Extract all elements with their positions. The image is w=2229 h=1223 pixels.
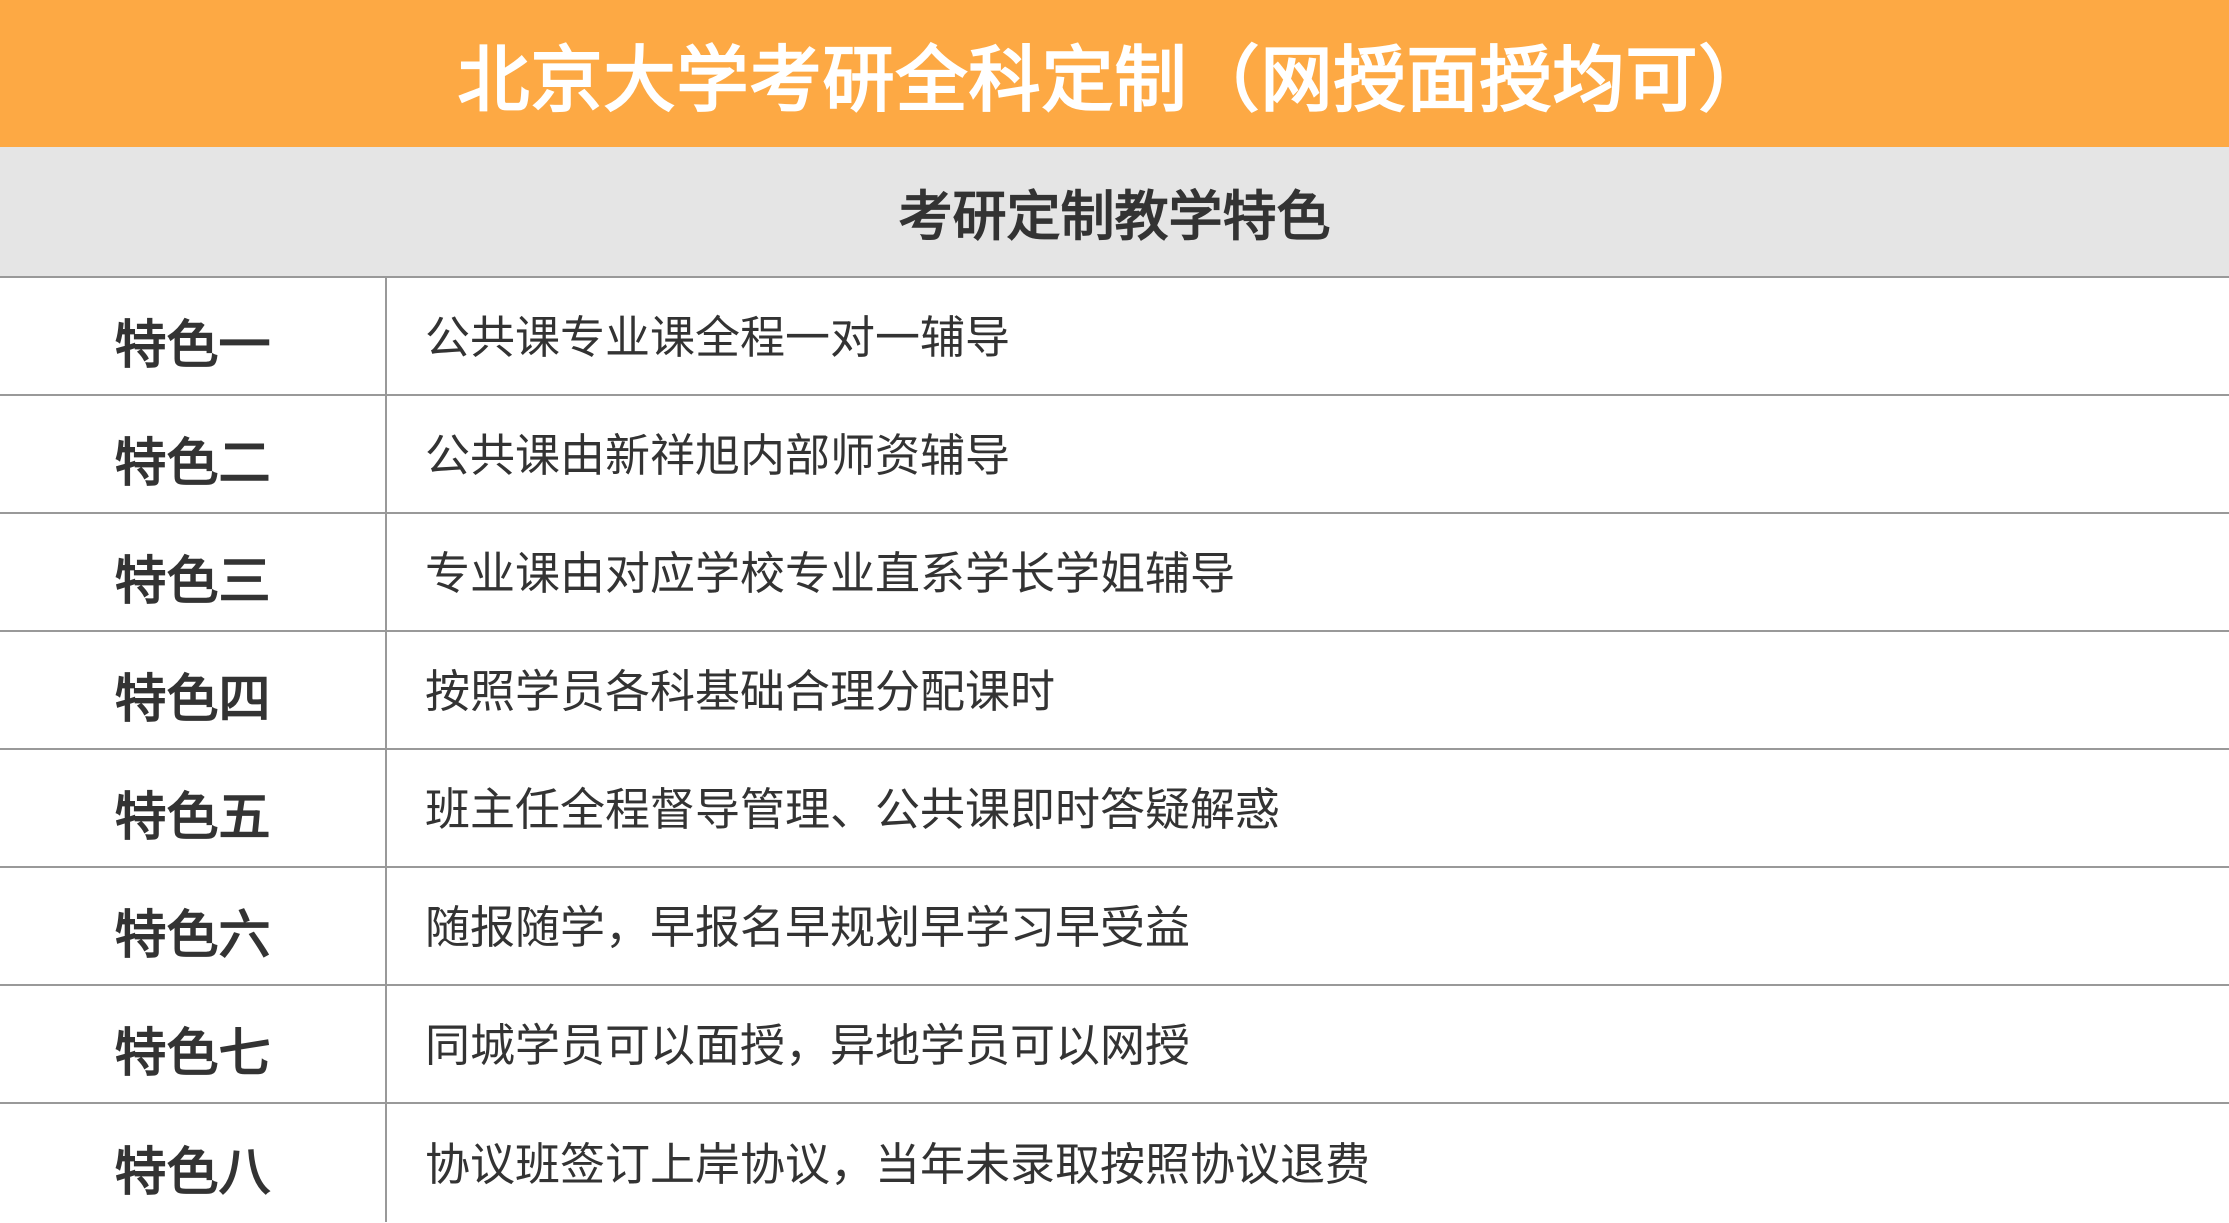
table-row: 特色六 随报随学，早报名早规划早学习早受益 [0,868,2229,986]
feature-text: 按照学员各科基础合理分配课时 [425,664,1056,718]
feature-text: 同城学员可以面授，异地学员可以网授 [425,1018,1191,1072]
table-row: 特色三 专业课由对应学校专业直系学长学姐辅导 [0,514,2229,632]
feature-text: 公共课由新祥旭内部师资辅导 [425,428,1011,482]
features-table: 特色一 公共课专业课全程一对一辅导 特色二 公共课由新祥旭内部师资辅导 特色三 专业课… [0,278,2229,1222]
feature-text: 随报随学，早报名早规划早学习早受益 [425,900,1191,954]
feature-label: 特色六 [0,868,387,984]
table-row: 特色七 同城学员可以面授，异地学员可以网授 [0,986,2229,1104]
table-row: 特色五 班主任全程督导管理、公共课即时答疑解惑 [0,750,2229,868]
feature-text: 班主任全程督导管理、公共课即时答疑解惑 [425,782,1281,836]
table-row: 特色一 公共课专业课全程一对一辅导 [0,278,2229,396]
table-row: 特色八 协议班签订上岸协议，当年未录取按照协议退费 [0,1104,2229,1222]
feature-label: 特色五 [0,750,387,866]
feature-label: 特色一 [0,278,387,394]
table-row: 特色二 公共课由新祥旭内部师资辅导 [0,396,2229,514]
table-row: 特色四 按照学员各科基础合理分配课时 [0,632,2229,750]
feature-text: 公共课专业课全程一对一辅导 [425,310,1011,364]
feature-text: 专业课由对应学校专业直系学长学姐辅导 [425,546,1236,600]
feature-text: 协议班签订上岸协议，当年未录取按照协议退费 [425,1137,1371,1191]
feature-label: 特色八 [0,1104,387,1222]
feature-label: 特色三 [0,514,387,630]
section-title: 考研定制教学特色 [0,147,2229,278]
feature-label: 特色四 [0,632,387,748]
page-title: 北京大学考研全科定制（网授面授均可） [0,0,2229,147]
feature-label: 特色七 [0,986,387,1102]
feature-label: 特色二 [0,396,387,512]
